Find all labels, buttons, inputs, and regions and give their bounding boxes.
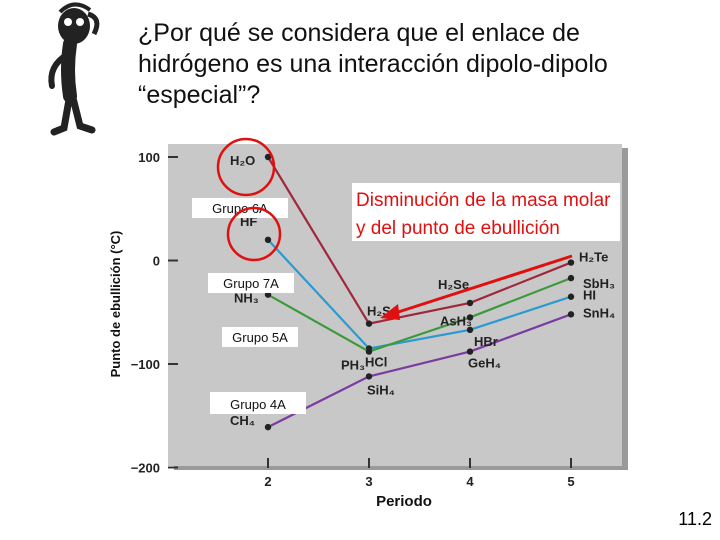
y-tick-label: −200 bbox=[131, 461, 160, 476]
group-label: Grupo 7A bbox=[223, 276, 279, 291]
x-tick-label: 5 bbox=[567, 474, 574, 489]
y-tick-label: 0 bbox=[153, 254, 160, 269]
highlight-circle-h2o bbox=[216, 137, 276, 197]
data-point bbox=[567, 293, 575, 300]
data-point bbox=[567, 311, 575, 318]
group-label-box bbox=[208, 273, 294, 293]
compound-label: H₂Se bbox=[438, 277, 469, 292]
group-label-box bbox=[192, 198, 288, 218]
title-line-3: “especial”? bbox=[138, 81, 261, 109]
y-tick-label: −100 bbox=[131, 357, 160, 372]
data-point bbox=[567, 259, 575, 266]
data-point bbox=[567, 274, 575, 282]
series-line bbox=[267, 239, 572, 350]
compound-label: NH₃ bbox=[234, 291, 259, 306]
slide-title: ¿Por qué se considera que el enlace de h… bbox=[138, 18, 678, 111]
data-point bbox=[365, 373, 373, 380]
data-point bbox=[365, 320, 373, 327]
x-tick-label: 4 bbox=[466, 474, 474, 489]
thinking-figure-icon bbox=[48, 2, 100, 136]
x-tick-label: 3 bbox=[365, 474, 372, 489]
compound-label: SbH₃ bbox=[583, 276, 615, 291]
data-point bbox=[264, 236, 272, 243]
x-tick-label: 2 bbox=[264, 474, 271, 489]
highlight-circle-hf bbox=[226, 206, 282, 262]
data-point bbox=[264, 291, 272, 298]
annotation-line-2: y del punto de ebullición bbox=[356, 218, 560, 239]
title-line-1: ¿Por qué se considera que el enlace de bbox=[138, 19, 580, 47]
data-point bbox=[365, 348, 373, 355]
group-label: Grupo 6A bbox=[212, 201, 268, 216]
series-line bbox=[267, 156, 572, 325]
compound-label: SiH₄ bbox=[367, 382, 395, 397]
data-point bbox=[466, 299, 474, 307]
compound-label: SnH₄ bbox=[583, 305, 615, 320]
y-axis-label: Punto de ebullición (°C) bbox=[108, 231, 123, 378]
series-line bbox=[267, 313, 572, 429]
annotation-line-1: Disminución de la masa molar bbox=[356, 190, 611, 211]
group-label-box bbox=[222, 327, 298, 347]
compound-label: GeH₄ bbox=[468, 356, 501, 371]
compound-label: H₂O bbox=[230, 153, 255, 168]
data-point bbox=[264, 423, 272, 431]
group-label: Grupo 4A bbox=[230, 397, 286, 412]
group-label-box bbox=[210, 392, 306, 414]
compound-label: CH₄ bbox=[230, 413, 255, 428]
compound-label: AsH₃ bbox=[440, 313, 472, 328]
compound-label: HI bbox=[583, 288, 596, 303]
annotation-box bbox=[352, 183, 620, 241]
data-point bbox=[264, 153, 272, 161]
compound-label: HBr bbox=[474, 334, 498, 349]
x-axis-label: Periodo bbox=[376, 493, 432, 510]
annotation-arrow-line bbox=[391, 254, 573, 316]
title-line-2: hidrógeno es una interacción dipolo-dipo… bbox=[138, 50, 608, 78]
page-number: 11.2 bbox=[678, 509, 712, 529]
data-point bbox=[466, 314, 474, 321]
compound-label: HCl bbox=[365, 354, 387, 369]
data-point bbox=[466, 326, 474, 334]
compound-label: H₂Te bbox=[579, 250, 608, 265]
annotation-arrow-head bbox=[380, 304, 400, 320]
compound-label: PH₃ bbox=[341, 358, 365, 373]
data-point bbox=[466, 348, 474, 355]
group-label: Grupo 5A bbox=[232, 330, 288, 345]
series-line bbox=[267, 277, 572, 353]
y-tick-label: 100 bbox=[138, 150, 160, 165]
